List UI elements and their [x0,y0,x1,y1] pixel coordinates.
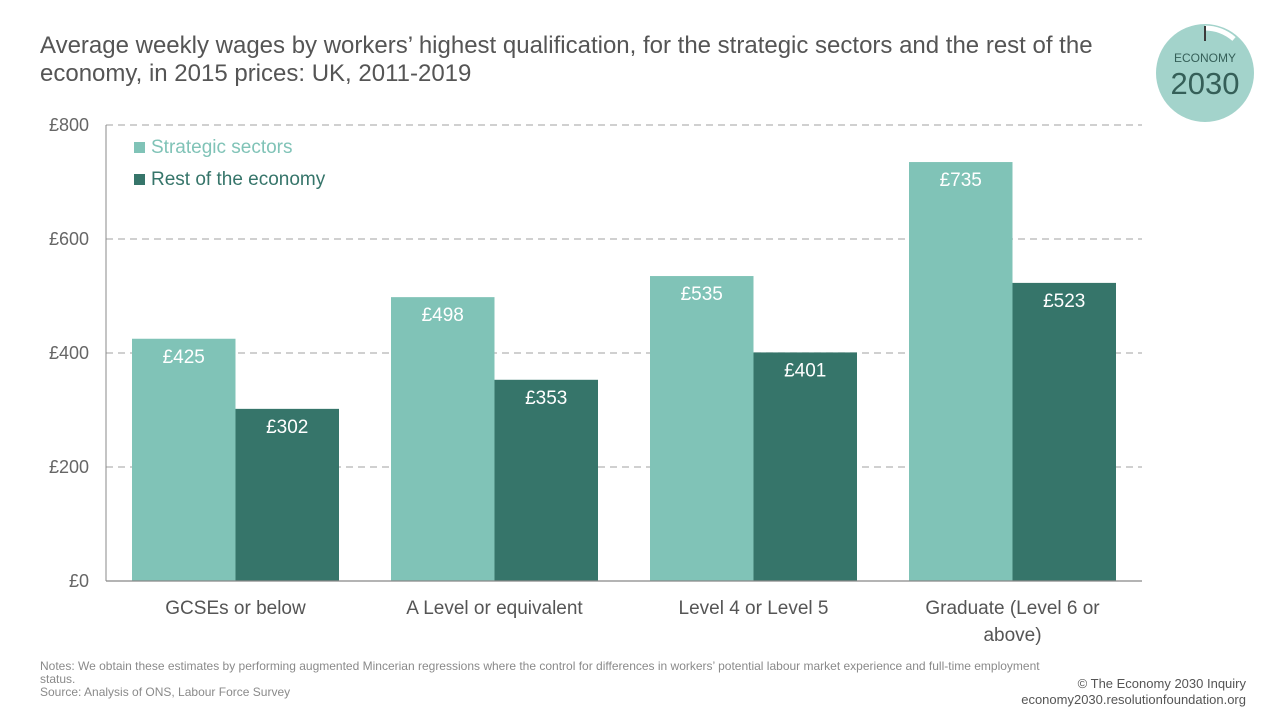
y-tick-label: £400 [49,343,89,363]
chart-notes: Notes: We obtain these estimates by perf… [40,660,1050,699]
strategic-sectors-bar [909,162,1013,582]
strategic-sectors-bar [650,276,754,581]
bar-value-label: £735 [940,170,982,191]
rest-of-economy-bar [235,408,339,581]
bar-value-label: £498 [422,305,464,326]
legend-swatch [134,174,145,185]
x-category-label: A Level or equivalent [406,598,583,619]
x-category-label: GCSEs or below [165,598,306,619]
credit: © The Economy 2030 Inquiry economy2030.r… [1021,676,1246,708]
bar-value-label: £401 [784,360,826,381]
strategic-sectors-bar [132,338,236,581]
legend-label: Strategic sectors [151,137,293,158]
notes-text: Notes: We obtain these estimates by perf… [40,659,1040,686]
logo-line1: ECONOMY [1174,51,1236,65]
rest-of-economy-bar [1012,282,1116,581]
copyright-text: © The Economy 2030 Inquiry [1077,676,1246,691]
rest-of-economy-bar [753,352,857,581]
chart-title: Average weekly wages by workers’ highest… [40,32,1093,87]
y-tick-label: £200 [49,457,89,477]
bar-value-label: £302 [266,417,308,438]
bar-value-label: £523 [1043,291,1085,312]
y-tick-label: £800 [49,115,89,135]
y-tick-label: £600 [49,229,89,249]
axes: £0 £200 £400 £600 £800 GCSEs or below A Level … [49,115,1142,646]
rest-of-economy-bar [494,379,598,581]
x-category-label: Level 4 or Level 5 [679,598,829,619]
x-category-label: Graduate (Level 6 or above) [925,598,1100,646]
legend-label: Rest of the economy [151,169,326,190]
legend: Strategic sectors Rest of the economy [134,137,326,190]
legend-swatch [134,142,145,153]
source-text: Source: Analysis of ONS, Labour Force Su… [40,685,291,699]
bar-value-label: £353 [525,388,567,409]
economy-2030-logo: ECONOMY 2030 [1156,24,1254,122]
strategic-sectors-bar [391,297,495,581]
bar-value-label: £425 [163,347,205,368]
website-text: economy2030.resolutionfoundation.org [1021,692,1246,707]
y-tick-label: £0 [69,571,89,591]
logo-line2: 2030 [1171,66,1240,101]
bar-value-label: £535 [681,284,723,305]
bars: £425 £302 £498 £353 £535 £401 £735 £523 [132,162,1116,582]
